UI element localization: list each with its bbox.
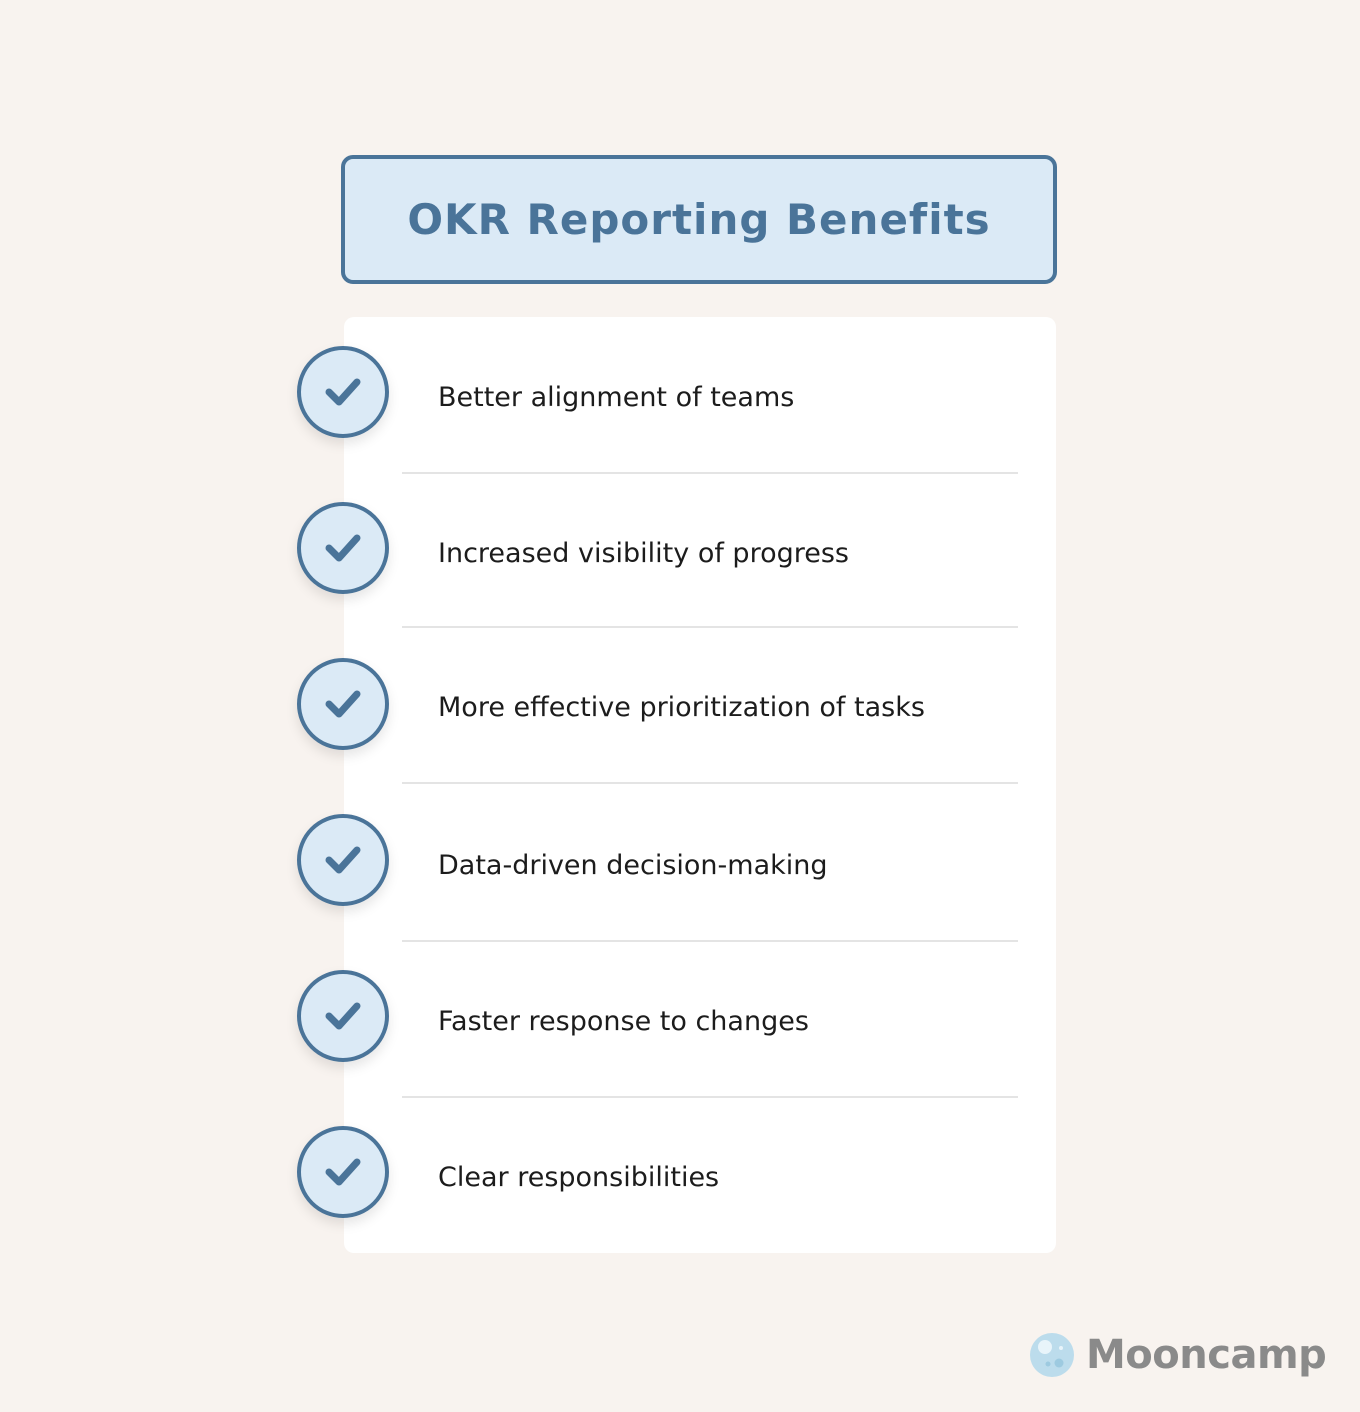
divider bbox=[402, 782, 1018, 784]
brand-name: Mooncamp bbox=[1086, 1332, 1327, 1378]
check-icon bbox=[297, 346, 389, 438]
benefit-label: Faster response to changes bbox=[438, 1006, 809, 1037]
check-icon bbox=[297, 658, 389, 750]
check-icon bbox=[297, 814, 389, 906]
brand-logo: Mooncamp bbox=[1028, 1329, 1327, 1381]
benefit-label: Better alignment of teams bbox=[438, 382, 795, 413]
moon-logo-icon bbox=[1030, 1333, 1074, 1377]
divider bbox=[402, 940, 1018, 942]
page-title: OKR Reporting Benefits bbox=[407, 195, 991, 244]
title-box: OKR Reporting Benefits bbox=[341, 155, 1057, 284]
benefit-label: More effective prioritization of tasks bbox=[438, 692, 925, 723]
check-icon bbox=[297, 970, 389, 1062]
benefit-label: Clear responsibilities bbox=[438, 1162, 720, 1193]
benefit-label: Increased visibility of progress bbox=[438, 538, 849, 569]
check-icon bbox=[297, 502, 389, 594]
check-icon bbox=[297, 1126, 389, 1218]
divider bbox=[402, 1096, 1018, 1098]
divider bbox=[402, 626, 1018, 628]
benefits-card bbox=[344, 317, 1056, 1253]
benefit-label: Data-driven decision-making bbox=[438, 850, 828, 881]
divider bbox=[402, 472, 1018, 474]
